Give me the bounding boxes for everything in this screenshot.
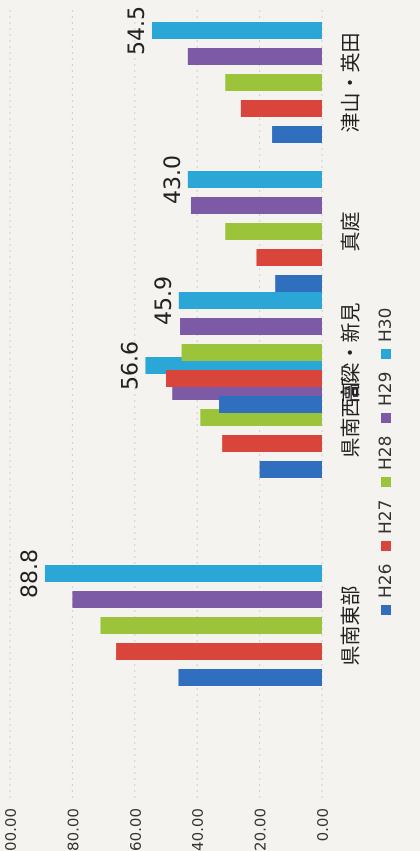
data-label: 88.8 <box>18 549 43 598</box>
category-label: 県南東部 <box>339 586 363 666</box>
value-axis-ticks: 0.00 20.00 40.00 60.00 80.00 100.00 <box>2 808 332 851</box>
bar-H28-1 <box>200 409 322 426</box>
bar-H27-4 <box>240 100 322 117</box>
value-tick-label: 20.00 <box>252 808 270 851</box>
value-tick-label: 0.00 <box>314 808 332 841</box>
bar-H27-3 <box>256 249 322 266</box>
category-label: 津山・英田 <box>339 33 363 133</box>
data-label: 45.9 <box>152 276 177 325</box>
bar-H27-1 <box>222 435 322 452</box>
bar-H27-2 <box>166 370 322 387</box>
legend-label-H29: H29 <box>376 372 396 406</box>
bar-H29-2 <box>180 318 322 335</box>
legend-label-H27: H27 <box>376 500 396 534</box>
value-tick-label: 80.00 <box>64 808 82 851</box>
bar-H28-3 <box>225 223 322 240</box>
category-label: 真庭 <box>339 212 363 252</box>
bar-H30-0 <box>44 565 322 582</box>
bar-H28-2 <box>181 344 322 361</box>
bar-H30-2 <box>178 292 322 309</box>
legend-swatch-H26 <box>381 605 391 615</box>
bars <box>44 22 323 686</box>
bar-H26-1 <box>259 461 322 478</box>
legend-swatch-H30 <box>381 349 391 359</box>
category-label: 高梁・新見 <box>339 303 363 403</box>
legend-label-H28: H28 <box>376 436 396 470</box>
bar-H26-2 <box>219 396 322 413</box>
bar-H26-4 <box>272 126 322 143</box>
legend-swatch-H28 <box>381 477 391 487</box>
value-tick-label: 100.00 <box>2 808 20 851</box>
value-tick-label: 40.00 <box>189 808 207 851</box>
category-label: 県南西部 <box>339 378 363 458</box>
data-labels: 88.8 56.6 45.9 43.0 54.5 <box>18 6 186 598</box>
bar-H29-4 <box>187 48 322 65</box>
bar-H29-1 <box>172 383 322 400</box>
data-label: 56.6 <box>118 341 143 390</box>
legend-swatch-H27 <box>381 541 391 551</box>
bar-H30-4 <box>151 22 322 39</box>
bar-H30-1 <box>145 357 322 374</box>
data-label: 54.5 <box>125 6 150 55</box>
bar-H29-3 <box>190 197 322 214</box>
bar-H30-3 <box>187 171 322 188</box>
bar-H26-0 <box>178 669 322 686</box>
legend-label-H26: H26 <box>376 564 396 598</box>
legend: H26 H27 H28 H29 H30 <box>376 308 396 615</box>
bar-H27-0 <box>116 643 322 660</box>
legend-label-H30: H30 <box>376 308 396 342</box>
bar-H28-0 <box>100 617 322 634</box>
value-tick-label: 60.00 <box>127 808 145 851</box>
bar-H26-3 <box>275 275 322 292</box>
data-label: 43.0 <box>161 155 186 204</box>
legend-swatch-H29 <box>381 413 391 423</box>
bar-H28-4 <box>225 74 322 91</box>
bar-H29-0 <box>72 591 323 608</box>
